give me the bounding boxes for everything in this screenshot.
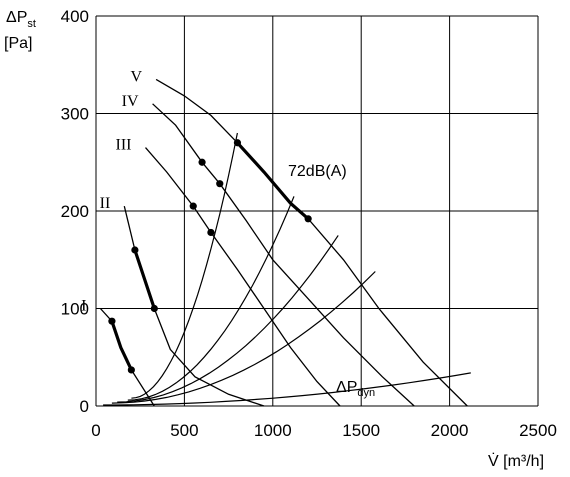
grid (95, 15, 539, 407)
fan-curve-v (155, 78, 468, 407)
operating-point (150, 304, 158, 313)
fan-curve-i (99, 308, 155, 407)
fan-curve-iii (145, 147, 341, 407)
curve-label-v: V (131, 68, 143, 85)
operating-segment (133, 248, 156, 311)
y-axis-label: ΔPst (6, 9, 36, 30)
operating-point (127, 366, 135, 374)
y-axis-unit: [Pa] (4, 35, 32, 52)
operating-point (189, 202, 197, 210)
operating-point (198, 158, 206, 166)
curve-label-iii: III (116, 137, 132, 154)
y-tick-label: 400 (61, 7, 89, 26)
operating-point (131, 246, 139, 254)
x-tick-label: 0 (91, 421, 100, 440)
dynamic-pressure-label: ΔPdyn (336, 379, 375, 399)
system-curve (117, 235, 339, 403)
operating-points (108, 139, 312, 374)
x-tick-label: 2500 (519, 421, 557, 440)
system-curve (127, 196, 295, 401)
x-tick-label: 2000 (431, 421, 469, 440)
operating-segment (110, 319, 133, 372)
x-axis-label: V̇ [m³/h] (488, 452, 544, 470)
x-tick-label: 1500 (342, 421, 380, 440)
system-curve (131, 132, 238, 399)
fan-curve-iv (152, 103, 415, 407)
y-tick-label: 100 (61, 300, 89, 319)
operating-point (304, 215, 312, 223)
operating-segments (110, 141, 310, 372)
operating-point (207, 228, 215, 237)
x-tick-label: 500 (170, 421, 198, 440)
x-tick-label: 1000 (254, 421, 292, 440)
system-curves (103, 132, 471, 406)
system-curve (111, 271, 376, 404)
curve-label-iv: IV (122, 93, 139, 110)
tick-labels: 0 500 1000 1500 2000 2500 0 100 200 300 400 (61, 7, 557, 440)
y-tick-label: 300 (61, 105, 89, 124)
operating-point (233, 139, 242, 147)
operating-point (108, 317, 116, 325)
operating-segment (235, 141, 310, 221)
curve-label-ii: II (100, 195, 111, 212)
operating-point (216, 180, 224, 188)
y-tick-label: 200 (61, 202, 89, 221)
noise-level-label: 72dB(A) (288, 163, 347, 180)
curve-label-i: I (81, 298, 86, 315)
y-tick-label: 0 (80, 397, 89, 416)
fan-curves (99, 78, 468, 407)
system-curve (103, 372, 471, 406)
